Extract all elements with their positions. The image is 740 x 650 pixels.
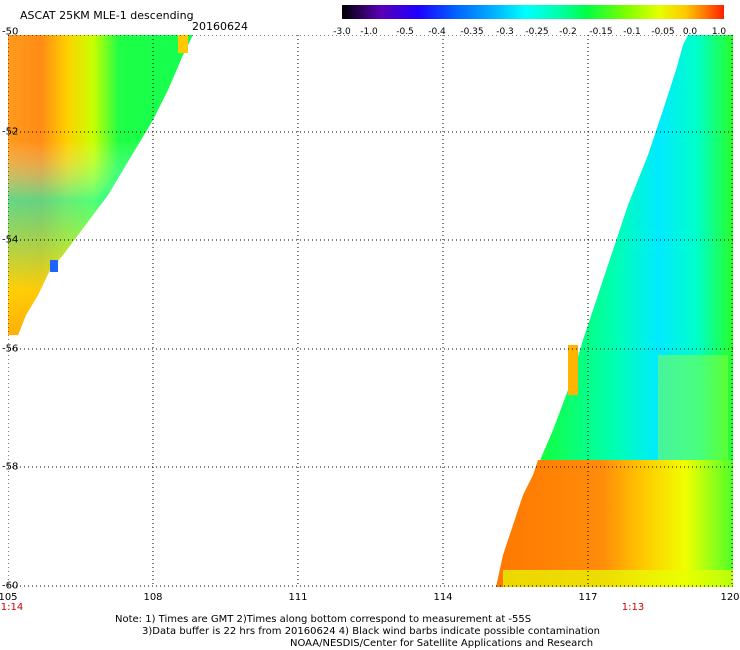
data-cell-blue xyxy=(50,260,58,272)
colorbar-label: -0.4 xyxy=(428,27,446,37)
colorbar-label: -0.25 xyxy=(525,27,549,37)
lon-label: 114 xyxy=(433,592,453,603)
colorbar-label: -0.35 xyxy=(460,27,484,37)
time-label: 1:13 xyxy=(621,602,645,613)
colorbar-label: -0.05 xyxy=(651,27,675,37)
data-swath-left-shading xyxy=(8,35,193,335)
footnote-line-3: NOAA/NESDIS/Center for Satellite Applica… xyxy=(290,638,594,649)
data-patch-yellow-edge xyxy=(503,570,733,587)
colorbar-label: -1.0 xyxy=(360,27,378,37)
colorbar-label: -0.1 xyxy=(623,27,641,37)
lat-label: -58 xyxy=(2,461,19,473)
colorbar-label: 1.0 xyxy=(711,27,727,37)
lat-label: -52 xyxy=(2,126,19,138)
lon-label: 105 xyxy=(0,592,18,603)
time-label: 1:14 xyxy=(0,602,24,613)
footnote-line-1: Note: 1) Times are GMT 2)Times along bot… xyxy=(115,614,532,625)
colorbar-label: -0.15 xyxy=(589,27,613,37)
lon-label: 111 xyxy=(288,592,308,603)
graticule xyxy=(8,35,733,587)
data-cell-orange xyxy=(178,35,188,53)
lon-label: 117 xyxy=(578,592,598,603)
lat-label: -60 xyxy=(2,580,19,592)
colorbar-label: -0.5 xyxy=(396,27,414,37)
colorbar-label: -0.2 xyxy=(559,27,577,37)
data-patch-yellowgreen xyxy=(658,355,728,460)
data-cell-orange-strip xyxy=(568,345,578,395)
data-swath-right-bottom xyxy=(496,460,733,587)
lon-label: 108 xyxy=(143,592,163,603)
data-swath-right xyxy=(538,35,733,465)
footnote-line-2: 3)Data buffer is 22 hrs from 20160624 4)… xyxy=(142,626,600,637)
lon-label: 120 xyxy=(720,592,740,603)
lat-label: -54 xyxy=(2,234,19,246)
lat-label: -50 xyxy=(2,26,19,38)
colorbar xyxy=(342,5,724,19)
colorbar-gradient xyxy=(342,5,724,19)
colorbar-label: -3.0 xyxy=(333,27,351,37)
lat-label: -56 xyxy=(2,343,19,355)
product-date: 20160624 xyxy=(192,20,248,33)
product-title: ASCAT 25KM MLE-1 descending xyxy=(20,9,194,22)
wind-map xyxy=(8,35,733,587)
colorbar-label: 0.0 xyxy=(682,27,698,37)
colorbar-label: -0.3 xyxy=(496,27,514,37)
